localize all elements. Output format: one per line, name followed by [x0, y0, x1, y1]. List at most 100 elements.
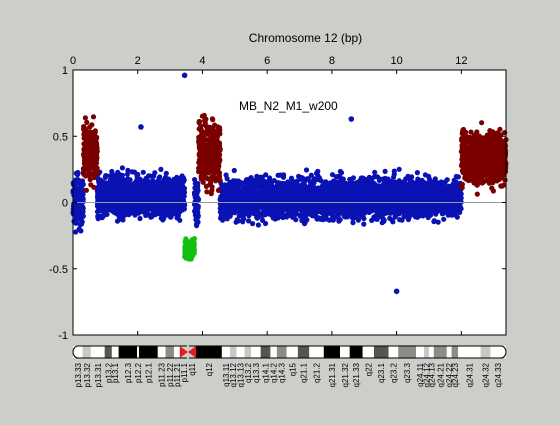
data-point — [422, 206, 428, 212]
data-point — [193, 186, 199, 192]
data-point — [72, 199, 78, 205]
data-point — [454, 214, 460, 220]
data-point — [437, 188, 444, 195]
data-point — [392, 211, 398, 217]
data-point — [424, 183, 430, 189]
data-point — [255, 222, 261, 228]
data-point — [366, 174, 372, 180]
data-point — [337, 183, 343, 189]
data-point — [297, 184, 303, 190]
data-point — [390, 219, 396, 225]
data-point — [163, 170, 169, 176]
data-point — [421, 211, 427, 217]
data-point — [284, 197, 290, 203]
series-gain — [80, 112, 509, 197]
data-point — [222, 190, 228, 196]
data-point — [419, 177, 425, 183]
data-point — [301, 176, 307, 182]
data-point — [371, 174, 377, 180]
data-point — [195, 197, 201, 203]
data-point — [120, 180, 127, 186]
data-point — [433, 209, 439, 215]
data-point — [179, 195, 185, 201]
data-point — [223, 172, 229, 178]
data-point — [365, 186, 371, 192]
data-point — [180, 177, 186, 183]
data-point — [76, 226, 82, 232]
data-point — [334, 196, 340, 202]
data-point — [176, 209, 182, 215]
data-point — [152, 200, 158, 206]
data-point — [227, 195, 233, 201]
data-point — [108, 190, 114, 196]
data-point — [347, 182, 353, 188]
data-point — [147, 173, 153, 179]
data-point — [159, 206, 165, 212]
data-point — [382, 168, 388, 174]
data-point — [189, 248, 195, 254]
data-point — [344, 203, 351, 210]
data-point — [257, 174, 263, 180]
data-point — [165, 178, 171, 185]
data-point — [79, 178, 86, 184]
data-point — [136, 183, 142, 190]
data-point — [401, 178, 408, 184]
data-point — [129, 169, 135, 175]
data-point — [292, 205, 298, 211]
data-point — [239, 209, 245, 215]
data-point — [75, 177, 81, 183]
data-point — [243, 193, 249, 199]
data-point — [138, 124, 144, 130]
data-point — [374, 201, 380, 207]
data-point — [137, 215, 143, 222]
data-point — [125, 182, 131, 188]
data-point — [323, 216, 330, 222]
data-point — [302, 219, 308, 226]
data-point — [75, 169, 81, 176]
data-point — [351, 212, 357, 218]
data-point — [372, 182, 378, 188]
data-point — [447, 209, 453, 215]
data-point — [95, 216, 101, 222]
data-point — [348, 116, 355, 122]
data-point — [152, 170, 158, 176]
data-point — [338, 170, 345, 176]
data-point — [166, 194, 172, 200]
data-point — [96, 183, 102, 189]
data-point — [250, 221, 256, 227]
data-point — [341, 191, 347, 198]
data-point — [379, 195, 385, 201]
data-point — [398, 189, 404, 195]
data-point — [280, 201, 286, 207]
data-point — [455, 174, 461, 180]
data-point — [274, 186, 280, 192]
data-point — [361, 200, 367, 206]
data-point — [75, 207, 81, 213]
chart-title: Chromosome 12 (bp) — [249, 31, 362, 45]
data-point — [345, 209, 351, 215]
data-point — [181, 190, 187, 196]
data-point — [231, 186, 237, 192]
data-point — [400, 204, 407, 210]
data-point — [241, 189, 247, 195]
data-point — [385, 210, 391, 216]
data-point — [315, 195, 321, 201]
data-point — [79, 186, 85, 192]
data-point — [274, 182, 280, 188]
data-point — [177, 217, 183, 223]
data-point — [399, 208, 405, 214]
data-point — [234, 194, 240, 200]
data-point — [280, 182, 286, 188]
data-point — [321, 206, 328, 212]
data-point — [255, 190, 261, 196]
data-point — [383, 197, 389, 203]
data-point — [152, 210, 158, 216]
data-point — [359, 181, 365, 187]
data-point — [125, 167, 131, 173]
data-point — [171, 176, 177, 182]
data-point — [175, 179, 181, 185]
data-point — [184, 250, 190, 256]
data-point — [258, 180, 264, 186]
data-point — [372, 169, 378, 175]
